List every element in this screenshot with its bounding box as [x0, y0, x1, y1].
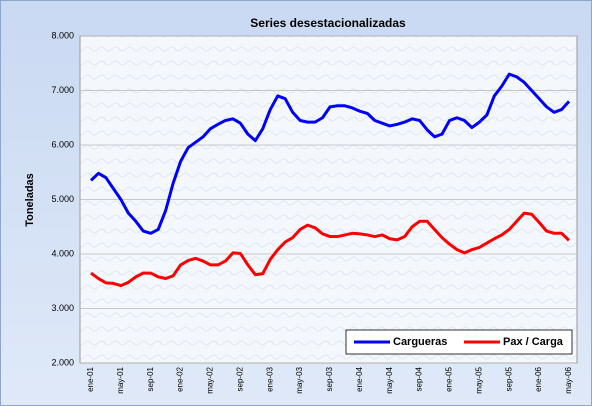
- x-tick-label: ene-02: [176, 366, 185, 391]
- x-tick-label: may-04: [385, 366, 394, 393]
- x-tick-label: sep-05: [504, 366, 513, 391]
- x-tick-label: ene-04: [355, 366, 364, 391]
- y-tick-label: 7.000: [51, 85, 74, 95]
- x-tick-label: may-03: [295, 366, 304, 393]
- legend-label: Cargueras: [393, 336, 447, 348]
- series-line: [89, 72, 571, 235]
- x-tick-label: may-06: [564, 366, 573, 393]
- x-tick-label: sep-04: [415, 366, 424, 391]
- x-tick-label: sep-01: [146, 366, 155, 391]
- x-tick-label: ene-03: [265, 366, 274, 391]
- y-tick-label: 2.000: [51, 357, 74, 367]
- x-tick-label: sep-02: [235, 366, 244, 391]
- series-line: [90, 211, 571, 288]
- x-tick-label: may-05: [474, 366, 483, 393]
- y-axis-label: Toneladas: [24, 173, 36, 227]
- x-tick-label: ene-01: [86, 366, 95, 391]
- y-tick-label: 3.000: [51, 303, 74, 313]
- x-tick-label: may-02: [206, 366, 215, 393]
- chart-title: Series desestacionalizadas: [250, 16, 406, 30]
- y-tick-label: 5.000: [51, 194, 74, 204]
- x-tick-label: may-01: [116, 366, 125, 393]
- x-tick-label: ene-05: [445, 366, 454, 391]
- y-tick-label: 8.000: [51, 30, 74, 40]
- y-tick-label: 4.000: [51, 248, 74, 258]
- x-tick-label: sep-03: [325, 366, 334, 391]
- x-tick-label: ene-06: [534, 366, 543, 391]
- legend-label: Pax / Carga: [503, 336, 564, 348]
- y-tick-label: 6.000: [51, 139, 74, 149]
